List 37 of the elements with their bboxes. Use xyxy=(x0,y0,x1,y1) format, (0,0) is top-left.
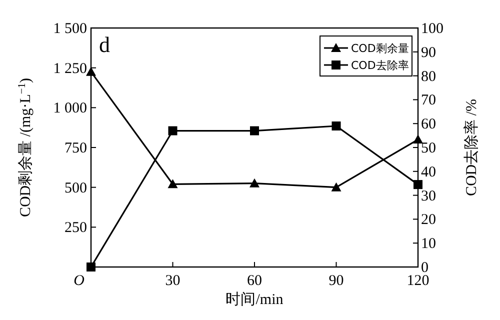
annotation: d xyxy=(99,32,110,57)
y-tick-label: 1 250 xyxy=(53,60,87,77)
point xyxy=(86,262,96,272)
y-tick-label: 1 000 xyxy=(53,100,87,117)
x-tick-label: 30 xyxy=(165,273,180,289)
legend-label: COD去除率 xyxy=(351,59,409,72)
point xyxy=(168,179,178,188)
x-tick-label: 120 xyxy=(406,273,430,289)
legend-label: COD剩余量 xyxy=(351,42,409,55)
y-tick-label: 750 xyxy=(64,140,87,156)
x-tick-label: 60 xyxy=(247,273,262,289)
y-tick-label: 1 500 xyxy=(53,21,87,37)
point xyxy=(250,126,259,136)
y2-tick-label: 70 xyxy=(421,92,436,109)
y2-tick-label: 10 xyxy=(421,236,436,252)
x-tick-label: O xyxy=(74,273,85,289)
y2-axis-title: COD去除率 /% xyxy=(463,98,480,196)
point xyxy=(414,180,422,190)
y2-tick-label: 100 xyxy=(421,21,444,37)
y2-tick-label: 50 xyxy=(421,140,436,156)
point xyxy=(86,66,96,76)
x-tick-label: 90 xyxy=(328,273,344,289)
y2-tick-label: 80 xyxy=(421,68,436,85)
point xyxy=(413,134,423,144)
y-tick-label: 500 xyxy=(64,180,87,196)
y2-tick-label: 60 xyxy=(421,116,436,133)
y2-tick-label: 20 xyxy=(421,212,436,228)
y-tick-label: 250 xyxy=(64,220,87,236)
point xyxy=(168,126,178,136)
point xyxy=(250,178,260,188)
y2-tick-label: 30 xyxy=(421,188,436,204)
point xyxy=(332,121,341,130)
x-axis-title: 时间/min xyxy=(226,291,284,308)
y2-tick-label: 0 xyxy=(421,260,428,276)
y2-tick-label: 40 xyxy=(421,164,436,180)
y2-tick-label: 90 xyxy=(421,44,436,61)
point xyxy=(331,182,342,192)
